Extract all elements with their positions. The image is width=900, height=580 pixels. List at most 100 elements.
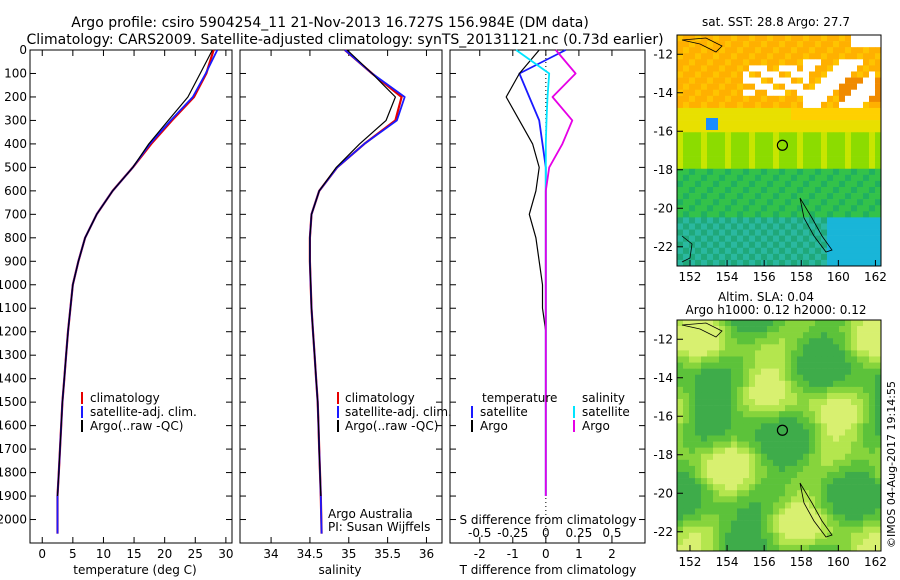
sst-cell — [767, 83, 774, 91]
sst-cell — [773, 186, 780, 194]
sst-cell — [785, 193, 792, 200]
sla-cell — [815, 405, 822, 412]
sla-cell — [797, 453, 804, 461]
sla-cell — [785, 392, 792, 400]
sst-cell — [731, 71, 738, 78]
sst-cell — [869, 126, 876, 133]
sst-cell — [707, 41, 714, 48]
sla-cell — [815, 338, 822, 345]
sla-cell — [809, 362, 816, 369]
sla-cell — [737, 356, 744, 363]
series-line — [309, 49, 396, 497]
sst-cell — [761, 71, 768, 78]
sla-cell — [857, 484, 864, 491]
sla-cell — [833, 453, 840, 461]
sla-cell — [815, 465, 822, 473]
sst-cell — [833, 107, 840, 115]
sla-cell — [725, 484, 732, 491]
sla-cell — [737, 374, 744, 382]
sst-cell — [785, 162, 792, 170]
sla-cell — [779, 453, 786, 461]
sst-cell — [749, 199, 756, 206]
sst-cell — [683, 223, 690, 230]
sla-cell — [749, 374, 756, 382]
sla-cell — [869, 392, 876, 400]
sla-cell — [863, 350, 870, 357]
depth-tick-label: 500 — [4, 160, 27, 174]
sla-cell — [677, 435, 684, 442]
sla-cell — [875, 399, 882, 406]
sla-cell — [707, 344, 714, 351]
sla-cell — [731, 435, 738, 442]
sla-cell — [839, 532, 846, 540]
sst-cell — [707, 47, 714, 54]
sla-cell — [761, 417, 768, 424]
sst-cell — [683, 186, 690, 194]
sla-cell — [875, 368, 882, 376]
sla-cell — [827, 490, 834, 497]
sst-cell — [809, 253, 816, 261]
sst-cell — [773, 71, 780, 78]
sla-cell — [743, 508, 750, 515]
sst-cell — [695, 217, 702, 224]
sla-cell — [719, 465, 726, 473]
depth-tick-label: 1400 — [0, 372, 27, 386]
sla-cell — [701, 399, 708, 406]
sla-cell — [719, 411, 726, 418]
sla-cell — [851, 362, 858, 369]
sla-cell — [839, 423, 846, 430]
sst-cell — [875, 217, 882, 224]
sst-cell — [689, 138, 696, 145]
sst-cell — [743, 253, 750, 261]
sla-cell — [749, 514, 756, 521]
sla-cell — [803, 356, 810, 363]
sla-cell — [827, 380, 834, 388]
sla-cell — [875, 435, 882, 442]
sst-cell — [851, 174, 858, 182]
sst-cell — [869, 180, 876, 188]
sst-cell — [677, 35, 684, 42]
sla-cell — [707, 386, 714, 394]
sst-cell — [845, 53, 852, 60]
t-difference-xlabel: T difference from climatology — [459, 563, 637, 577]
sla-cell — [731, 326, 738, 333]
sla-cell — [809, 459, 816, 467]
sla-cell — [815, 368, 822, 376]
sst-cell — [815, 71, 822, 78]
sla-cell — [797, 471, 804, 479]
sla-cell — [809, 368, 816, 376]
sst-cell — [773, 65, 780, 72]
sla-cell — [749, 356, 756, 363]
sst-cell — [791, 120, 798, 127]
sla-cell — [755, 386, 762, 394]
sst-cell — [803, 156, 810, 163]
sst-cell — [677, 144, 684, 151]
sla-cell — [869, 484, 876, 491]
sla-cell — [863, 502, 870, 509]
sla-cell — [743, 332, 750, 339]
sla-cell — [863, 514, 870, 521]
sst-cell — [797, 186, 804, 194]
sla-cell — [683, 447, 690, 455]
sla-cell — [689, 392, 696, 400]
sst-cell — [839, 47, 846, 54]
sla-cell — [839, 459, 846, 467]
sla-cell — [701, 332, 708, 339]
sla-cell — [863, 417, 870, 424]
sla-cell — [845, 320, 852, 327]
sst-cell — [683, 193, 690, 200]
sst-cell — [839, 174, 846, 182]
sst-cell — [743, 162, 750, 170]
sla-cell — [821, 532, 828, 540]
sst-cell — [875, 101, 882, 109]
sst-cell — [755, 138, 762, 145]
sla-cell — [719, 386, 726, 394]
sla-cell — [689, 380, 696, 388]
sla-cell — [839, 484, 846, 491]
sst-cell — [827, 53, 834, 60]
sla-cell — [707, 338, 714, 345]
sst-cell — [755, 59, 762, 66]
sla-cell — [689, 332, 696, 339]
sst-cell — [773, 144, 780, 151]
sst-cell — [803, 59, 810, 66]
